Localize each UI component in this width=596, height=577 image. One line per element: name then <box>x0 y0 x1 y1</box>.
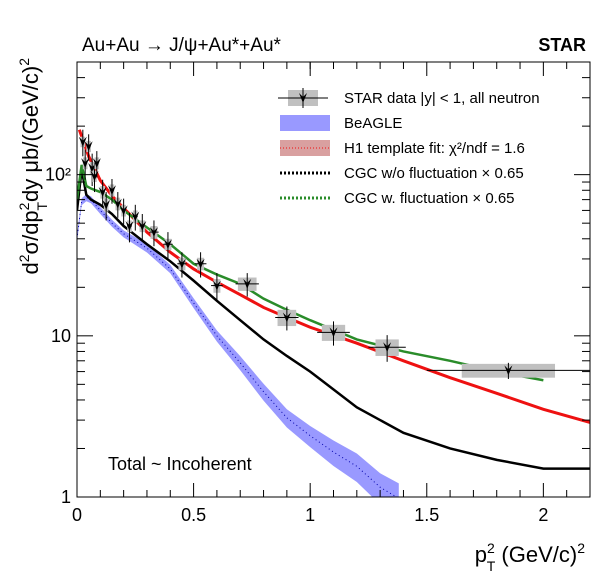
star-data-point <box>92 151 101 178</box>
x-axis-title-unit: (GeV/c) <box>495 542 577 567</box>
series-layer <box>77 129 590 497</box>
star-marker <box>131 211 140 222</box>
y-axis-title-sigma: σ/dp <box>18 210 43 254</box>
star-marker <box>196 258 205 269</box>
legend-label-beagle: BeAGLE <box>344 115 402 132</box>
star-marker <box>149 227 158 238</box>
star-marker <box>504 365 513 376</box>
star-marker <box>212 280 221 291</box>
star-marker <box>113 198 122 209</box>
legend-item-cgc_fluc: CGC w. fluctuation × 0.65 <box>280 190 515 207</box>
star-data-point <box>138 214 147 241</box>
y-axis-title-dy: dy μb/(GeV/c) <box>18 66 43 202</box>
y-axis-title: d2σ/dp2 Tdy μb/(GeV/c)2 <box>16 58 50 275</box>
legend-star-marker <box>299 93 307 103</box>
y-tick-label: 1 <box>61 487 71 507</box>
annotation-text: Total ~ Incoherent <box>108 454 252 474</box>
legend-beagle-swatch <box>280 115 330 131</box>
star-marker <box>81 158 90 169</box>
star-data-point <box>368 335 406 362</box>
legend-label-cgc_nofluc: CGC w/o fluctuation × 0.65 <box>344 165 524 182</box>
legend-item-cgc_nofluc: CGC w/o fluctuation × 0.65 <box>280 165 524 182</box>
star-data-point <box>119 198 128 225</box>
x-tick-label: 1 <box>305 505 315 525</box>
star-marker <box>383 342 392 353</box>
star-data-point <box>149 220 159 247</box>
star-data-point <box>98 179 107 207</box>
star-data-point <box>163 232 173 259</box>
legend-item-star: STAR data |y| < 1, all neutron <box>278 88 540 108</box>
x-axis-title-sup: 2 <box>487 540 495 556</box>
star-data-point <box>125 212 134 243</box>
star-data-point <box>426 362 590 379</box>
beagle-band <box>77 194 399 497</box>
y-axis-title-sub: T <box>34 202 50 211</box>
reaction-title: Au+Au → J/ψ+Au*+Au* <box>82 35 282 56</box>
star-marker <box>119 205 128 216</box>
series-clip-group <box>77 129 590 497</box>
star-data-point <box>107 178 116 204</box>
star-marker <box>78 136 87 147</box>
legend-item-beagle: BeAGLE <box>280 115 402 132</box>
star-data-point <box>113 192 122 218</box>
legend-item-h1: H1 template fit: χ²/ndf = 1.6 <box>280 140 525 157</box>
star-marker <box>282 312 291 323</box>
x-axis-title-sub: T <box>487 558 496 572</box>
legend-label-h1: H1 template fit: χ²/ndf = 1.6 <box>344 140 525 157</box>
x-tick-label: 0 <box>72 505 82 525</box>
star-marker <box>107 185 116 196</box>
x-tick-label: 0.5 <box>181 505 206 525</box>
star-marker <box>243 278 252 289</box>
star-data-point <box>194 252 207 278</box>
x-tick-label: 2 <box>538 505 548 525</box>
star-marker <box>329 327 338 338</box>
star-data-point <box>275 306 299 331</box>
y-tick-label: 10² <box>45 165 71 185</box>
plot-border <box>76 61 591 498</box>
star-marker <box>177 258 186 269</box>
y-axis-title-d: d <box>18 262 43 274</box>
star-marker <box>138 221 147 232</box>
star-data-point <box>131 204 140 231</box>
star-data-point <box>78 129 87 157</box>
y-axis-title-sup2: 2 <box>16 202 32 210</box>
x-tick-label: 1.5 <box>414 505 439 525</box>
axis-ticks: 0 0.5 1 1.5 2 1 10 10² <box>45 61 591 525</box>
star-marker <box>84 141 93 152</box>
star-marker <box>163 239 172 250</box>
star-marker <box>92 158 101 169</box>
star-data-point <box>84 134 93 161</box>
star-marker <box>98 187 107 198</box>
legend: STAR data |y| < 1, all neutron BeAGLE H1 t… <box>278 88 540 207</box>
star-data-point <box>235 273 259 297</box>
star-data-point <box>317 321 350 346</box>
y-axis-title-sup1: 2 <box>16 254 32 262</box>
star-marker <box>102 199 111 210</box>
y-tick-label: 10 <box>51 326 71 346</box>
legend-label-cgc_fluc: CGC w. fluctuation × 0.65 <box>344 190 515 207</box>
svg-text:p2T (GeV/c)2: p2 T (GeV/c)2 <box>475 540 586 572</box>
x-axis-title: p2 T (GeV/c)2 <box>475 540 586 574</box>
star-data-point <box>177 252 187 278</box>
star-data-point <box>102 192 111 221</box>
legend-label-star: STAR data |y| < 1, all neutron <box>344 90 540 107</box>
star-marker <box>125 221 134 232</box>
experiment-title: STAR <box>538 35 586 55</box>
plot-frame <box>76 61 591 498</box>
x-axis-title-unit-sup: 2 <box>577 540 585 556</box>
cgc-nofluc-line <box>77 169 590 470</box>
y-axis-title-sup3: 2 <box>16 58 32 66</box>
star-data-point <box>211 273 223 301</box>
x-axis-title-main: p <box>475 542 487 567</box>
